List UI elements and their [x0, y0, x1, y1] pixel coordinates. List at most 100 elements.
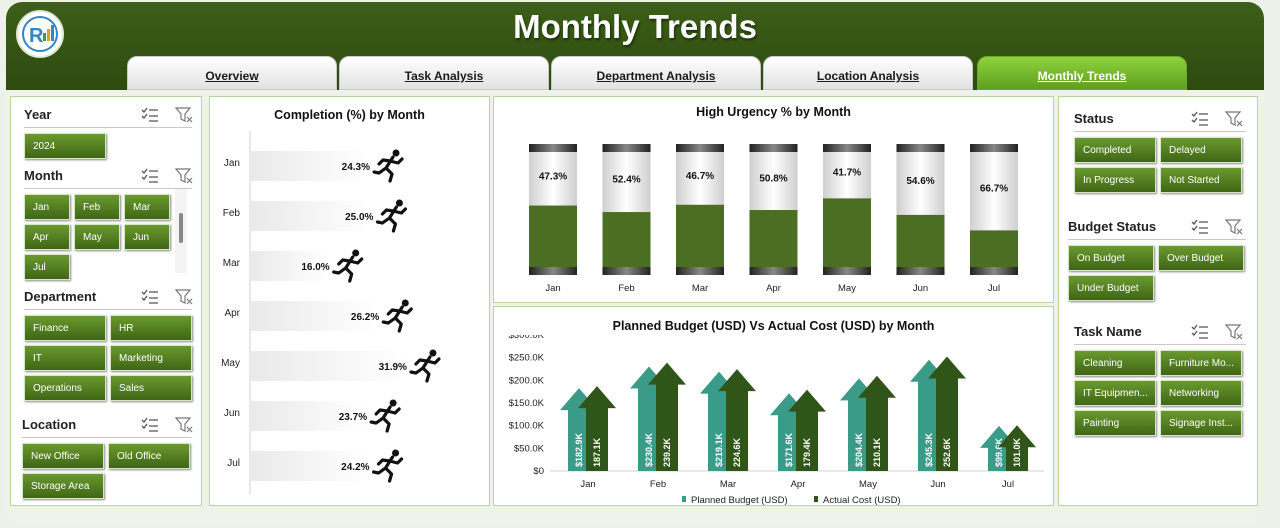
- legend-label: Planned Budget (USD): [691, 495, 788, 505]
- month-jul-button[interactable]: Jul: [24, 254, 70, 280]
- actual-cost-value-label: 210.1K: [872, 437, 882, 467]
- location-old-office-button[interactable]: Old Office: [108, 443, 190, 469]
- budget-over-budget-button[interactable]: Over Budget: [1158, 245, 1244, 271]
- urgency-category-label: Feb: [618, 283, 634, 294]
- urgency-bar-base: [823, 267, 871, 275]
- completion-value-label: 24.2%: [341, 462, 369, 473]
- multi-select-icon[interactable]: [141, 107, 159, 123]
- task-networking-button[interactable]: Networking: [1160, 380, 1242, 406]
- multi-select-icon[interactable]: [1191, 324, 1209, 340]
- urgency-bar: [749, 210, 798, 273]
- completion-category-label: Feb: [223, 208, 241, 219]
- department-hr-button[interactable]: HR: [110, 315, 192, 341]
- urgency-bar-cap: [676, 144, 724, 152]
- urgency-value-label: 54.6%: [906, 176, 934, 187]
- department-finance-button[interactable]: Finance: [24, 315, 106, 341]
- multi-select-icon[interactable]: [141, 168, 159, 184]
- clear-filter-icon[interactable]: [1225, 219, 1243, 235]
- year-2024-button[interactable]: 2024: [24, 133, 106, 159]
- multi-select-icon[interactable]: [141, 417, 159, 433]
- urgency-bar: [602, 212, 651, 273]
- tab-task-analysis[interactable]: Task Analysis: [339, 56, 549, 90]
- multi-select-icon[interactable]: [1191, 219, 1209, 235]
- clear-filter-icon[interactable]: [175, 168, 193, 184]
- logo-icon: R: [16, 10, 64, 58]
- task-it-equipment-button[interactable]: IT Equipmen...: [1074, 380, 1156, 406]
- urgency-chart-panel: High Urgency % by Month 47.3% Jan 52.4% Feb…: [493, 96, 1054, 303]
- month-may-button[interactable]: May: [74, 224, 120, 250]
- urgency-category-label: Jun: [913, 283, 928, 294]
- department-marketing-button[interactable]: Marketing: [110, 345, 192, 371]
- completion-chart-title: Completion (%) by Month: [274, 108, 425, 122]
- multi-select-icon[interactable]: [1191, 111, 1209, 127]
- urgency-value-label: 47.3%: [539, 171, 567, 182]
- status-slicer-title: Status: [1074, 111, 1114, 126]
- task-signage-button[interactable]: Signage Inst...: [1160, 410, 1242, 436]
- runner-icon: [369, 399, 401, 433]
- actual-cost-value-label: 187.1K: [592, 437, 602, 467]
- urgency-bar: [970, 230, 1018, 273]
- completion-bar: [250, 401, 366, 431]
- status-not-started-button[interactable]: Not Started: [1160, 167, 1242, 193]
- budget-y-tick-label: $250.0K: [509, 353, 545, 364]
- budget-y-tick-label: $100.0K: [509, 421, 545, 432]
- actual-cost-arrow: [718, 369, 756, 471]
- clear-filter-icon[interactable]: [175, 107, 193, 123]
- urgency-chart-title: High Urgency % by Month: [696, 105, 851, 119]
- status-in-progress-button[interactable]: In Progress: [1074, 167, 1156, 193]
- urgency-bar: [823, 198, 871, 273]
- actual-cost-arrow: [928, 356, 966, 471]
- multi-select-icon[interactable]: [141, 289, 159, 305]
- month-mar-button[interactable]: Mar: [124, 194, 170, 220]
- planned-budget-value-label: $99.6K: [994, 437, 1004, 467]
- urgency-value-label: 52.4%: [612, 175, 640, 186]
- actual-cost-arrow: [998, 425, 1036, 471]
- department-sales-button[interactable]: Sales: [110, 375, 192, 401]
- clear-filter-icon[interactable]: [1225, 111, 1243, 127]
- clear-filter-icon[interactable]: [1225, 324, 1243, 340]
- budget-category-label: May: [859, 479, 877, 490]
- department-it-button[interactable]: IT: [24, 345, 106, 371]
- budget-y-tick-label: $50.0K: [514, 443, 545, 454]
- budget-on-budget-button[interactable]: On Budget: [1068, 245, 1154, 271]
- planned-budget-value-label: $204.4K: [854, 432, 864, 467]
- month-jan-button[interactable]: Jan: [24, 194, 70, 220]
- urgency-category-label: May: [838, 283, 856, 294]
- urgency-bar: [676, 204, 724, 273]
- runner-icon: [372, 149, 404, 183]
- location-storage-area-button[interactable]: Storage Area: [22, 473, 104, 499]
- left-slicer-panel: Year 2024 Month Jan Feb Mar Apr May Jun …: [10, 96, 202, 506]
- urgency-value-label: 46.7%: [686, 171, 714, 182]
- task-furniture-button[interactable]: Furniture Mo...: [1160, 350, 1242, 376]
- urgency-bar-base: [676, 267, 724, 275]
- month-feb-button[interactable]: Feb: [74, 194, 120, 220]
- budget-chart-panel: Planned Budget (USD) Vs Actual Cost (USD…: [493, 306, 1054, 506]
- location-new-office-button[interactable]: New Office: [22, 443, 104, 469]
- tab-department-analysis[interactable]: Department Analysis: [551, 56, 761, 90]
- status-delayed-button[interactable]: Delayed: [1160, 137, 1242, 163]
- department-operations-button[interactable]: Operations: [24, 375, 106, 401]
- clear-filter-icon[interactable]: [175, 289, 193, 305]
- status-completed-button[interactable]: Completed: [1074, 137, 1156, 163]
- tab-monthly-trends[interactable]: Monthly Trends: [977, 56, 1187, 90]
- month-scrollbar[interactable]: [175, 189, 187, 273]
- svg-text:R: R: [29, 25, 44, 47]
- runner-icon: [375, 199, 408, 233]
- tab-location-analysis[interactable]: Location Analysis: [763, 56, 973, 90]
- month-jun-button[interactable]: Jun: [124, 224, 170, 250]
- urgency-bar-cap: [823, 144, 871, 152]
- task-painting-button[interactable]: Painting: [1074, 410, 1156, 436]
- tab-overview[interactable]: Overview: [127, 56, 337, 90]
- legend-label: Actual Cost (USD): [823, 495, 901, 505]
- actual-cost-value-label: 252.6K: [942, 437, 952, 467]
- urgency-bar-cap: [896, 144, 945, 152]
- planned-budget-value-label: $219.1K: [714, 432, 724, 467]
- month-apr-button[interactable]: Apr: [24, 224, 70, 250]
- clear-filter-icon[interactable]: [175, 417, 193, 433]
- task-cleaning-button[interactable]: Cleaning: [1074, 350, 1156, 376]
- planned-budget-value-label: $245.3K: [924, 432, 934, 467]
- urgency-bar-cap: [529, 144, 577, 152]
- task-name-slicer-title: Task Name: [1074, 324, 1142, 339]
- dashboard-frame: R Monthly Trends Overview Task Analysis …: [6, 2, 1264, 524]
- budget-under-budget-button[interactable]: Under Budget: [1068, 275, 1154, 301]
